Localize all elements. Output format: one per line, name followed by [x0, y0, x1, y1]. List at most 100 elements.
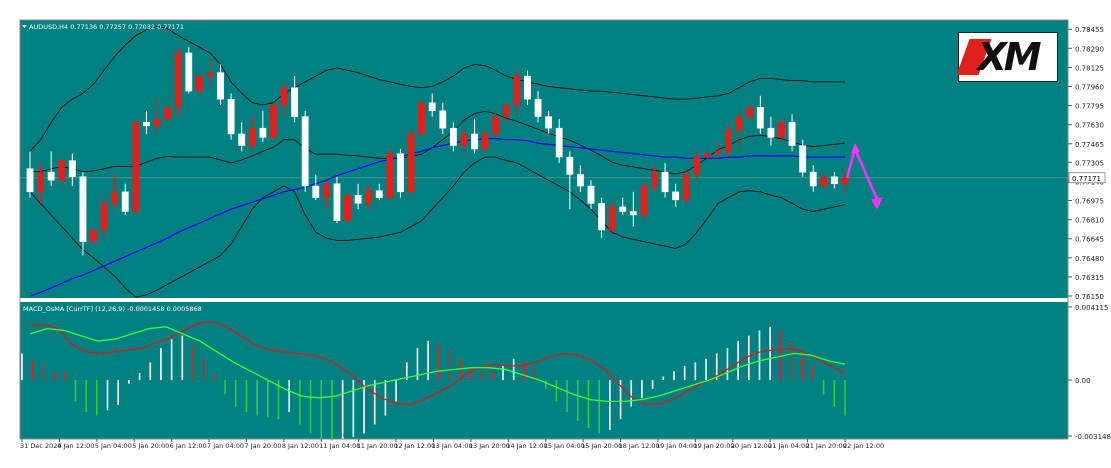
y-tick-label: 0.78290 — [1075, 45, 1104, 53]
candle-body — [195, 75, 203, 92]
x-tick-label: 14 Jan 12:00 — [506, 442, 547, 450]
candle-body — [502, 104, 510, 117]
x-tick-label: 15 Jan 04:00 — [544, 442, 585, 450]
candle-body — [312, 185, 320, 198]
candle-body — [344, 195, 351, 222]
candle-body — [100, 203, 108, 231]
x-tick-label: 5 Jan 04:00 — [95, 442, 132, 450]
x-tick-label: 7 Jan 04:00 — [207, 442, 244, 450]
x-tick-label: 7 Jan 20:00 — [244, 442, 281, 450]
candle-body — [259, 127, 267, 138]
candle-body — [407, 133, 415, 193]
candle-body — [598, 203, 605, 231]
candle-body — [333, 183, 341, 222]
x-tick-label: 13 Jan 20:00 — [469, 442, 510, 450]
y-tick-label: 0.77305 — [1075, 159, 1104, 167]
candle-body — [619, 206, 627, 212]
candle-body — [26, 168, 34, 193]
candle-body — [280, 87, 288, 106]
x-tick-label: 21 Jan 04:00 — [768, 442, 809, 450]
candle-body — [238, 133, 246, 146]
y-tick-label: 0.76480 — [1075, 255, 1104, 263]
candle-body — [153, 118, 161, 127]
candle-body — [555, 127, 563, 158]
lower-bollinger-band — [29, 156, 846, 298]
y-tick-label: 0.78455 — [1075, 26, 1104, 34]
forecast-arrow-tip — [851, 143, 860, 154]
y-tick-label: 0.77960 — [1075, 84, 1104, 92]
indicator-title: MACD_OsMA [CurrTF] (12,26,9) -0.0001458 … — [23, 305, 202, 313]
candle-body — [735, 116, 743, 131]
chart-border — [19, 19, 1069, 440]
candle-body — [301, 116, 309, 187]
candle-body — [830, 176, 838, 184]
candle-body — [524, 75, 531, 100]
candle-body — [79, 176, 87, 242]
candle-body — [248, 127, 256, 146]
osc-y-tick-label: -0.003148 — [1075, 433, 1111, 441]
candle-body — [47, 171, 55, 181]
candle-body — [185, 52, 193, 92]
candle-body — [143, 122, 150, 127]
candle-body — [174, 52, 182, 108]
candle-body — [756, 107, 764, 129]
x-tick-label: 5 Jan 20:00 — [132, 442, 169, 450]
osc-y-tick-label: 0.00 — [1075, 377, 1091, 385]
candle-body — [68, 160, 76, 178]
x-tick-label: 4 Jan 12:00 — [57, 442, 94, 450]
candle-body — [693, 156, 701, 175]
x-tick-label: 8 Jan 12:00 — [282, 442, 319, 450]
candle-body — [545, 116, 553, 129]
candle-body — [418, 102, 426, 135]
chart-title: AUDUSD,H4 0.77136 0.77257 0.77032 0.7717… — [29, 23, 184, 31]
candle-body — [799, 145, 807, 173]
indicator-panel-bg — [20, 302, 1068, 439]
candle-body — [397, 153, 404, 193]
candle-body — [481, 133, 489, 150]
current-price-box — [1068, 172, 1106, 184]
y-tick-label: 0.78125 — [1075, 64, 1104, 72]
osc-y-tick-label: 0.004115 — [1075, 304, 1108, 312]
candle-body — [778, 122, 785, 138]
candle-body — [566, 156, 574, 175]
candle-body — [651, 171, 658, 187]
x-tick-label: 21 Jan 20:00 — [806, 442, 847, 450]
x-tick-label: 18 Jan 12:00 — [619, 442, 660, 450]
candle-body — [217, 72, 224, 100]
candle-body — [672, 191, 680, 201]
candle-body — [428, 102, 436, 112]
candle-body — [354, 195, 362, 204]
main-panel-bg — [20, 20, 1068, 298]
candle-body — [386, 153, 394, 198]
candle-body — [841, 177, 849, 184]
candle-body — [682, 174, 690, 201]
candle-body — [90, 229, 97, 242]
candle-body — [471, 133, 478, 150]
candle-body — [460, 133, 468, 146]
y-tick-label: 0.76645 — [1075, 236, 1104, 244]
candle-body — [132, 122, 140, 212]
candle-body — [587, 185, 595, 204]
candle-body — [227, 98, 235, 135]
candle-body — [714, 151, 722, 154]
candle-body — [725, 130, 732, 152]
candle-body — [534, 98, 542, 117]
y-tick-label: 0.77465 — [1075, 141, 1104, 149]
x-tick-label: 13 Jan 04:00 — [432, 442, 473, 450]
candle-body — [375, 190, 383, 198]
candle-body — [746, 107, 754, 117]
candle-body — [270, 104, 277, 138]
title-dropdown-icon — [22, 25, 27, 28]
candle-body — [58, 160, 66, 181]
candle-body — [37, 171, 45, 193]
candle-body — [820, 176, 828, 187]
candle-body — [449, 127, 457, 146]
moving-average-line — [29, 138, 845, 297]
candle-body — [788, 122, 796, 146]
candle-body — [703, 153, 711, 158]
y-tick-label: 0.76975 — [1075, 198, 1104, 206]
x-tick-label: 6 Jan 12:00 — [170, 442, 207, 450]
candle-body — [322, 183, 330, 198]
